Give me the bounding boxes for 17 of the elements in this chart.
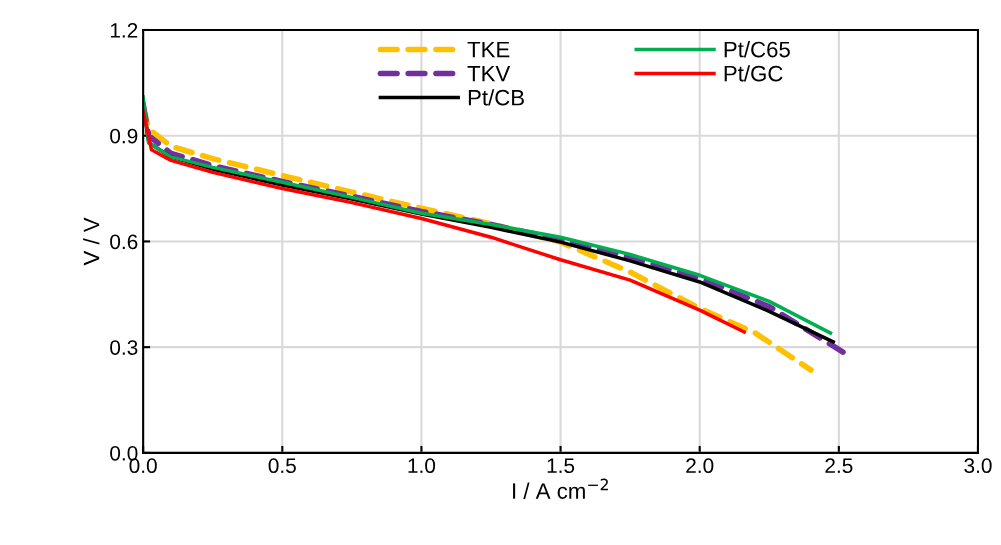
legend-label: TKV xyxy=(467,65,511,82)
legend-label: TKE xyxy=(467,41,510,58)
x-tick-label: 0.5 xyxy=(268,458,296,474)
y-tick-label: 1.2 xyxy=(110,22,138,38)
y-axis-title: V / V xyxy=(83,217,100,266)
x-tick-label: 1.5 xyxy=(547,458,575,474)
legend-label: Pt/CB xyxy=(468,89,524,106)
x-axis-title: I / A cm$^{−2}$ xyxy=(513,478,608,499)
x-tick-label: 2.5 xyxy=(825,458,853,474)
x-tick-label: 1.0 xyxy=(408,458,436,474)
x-tick-label: 3.0 xyxy=(964,458,992,474)
legend-label: Pt/GC xyxy=(724,65,783,82)
y-tick-label: 0.9 xyxy=(110,128,138,144)
y-tick-label: 0.3 xyxy=(110,340,138,355)
legend-label: Pt/C65 xyxy=(724,41,790,58)
x-tick-label: 2.0 xyxy=(686,458,714,474)
y-tick-label: 0.6 xyxy=(110,234,138,250)
